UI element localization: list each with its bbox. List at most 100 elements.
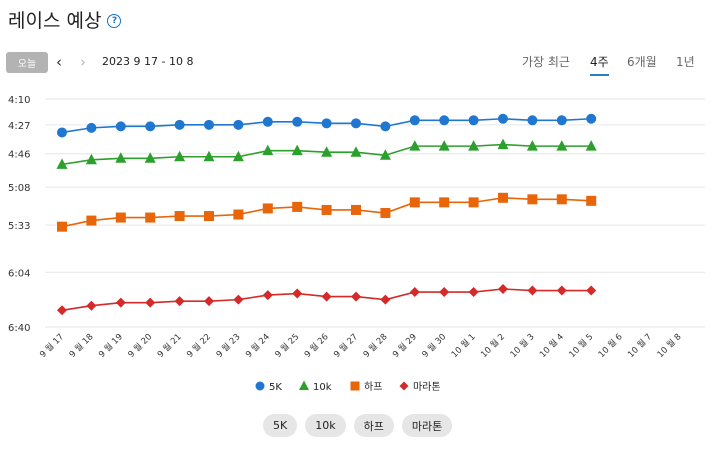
legend-marker-0	[255, 381, 265, 391]
question-circle-icon[interactable]: ?	[107, 14, 122, 28]
y-tick-label: 6:04	[8, 268, 30, 279]
data-point-0-14	[468, 115, 479, 126]
data-point-2-8	[292, 201, 303, 212]
data-point-3-4	[174, 296, 185, 307]
data-point-0-13	[439, 115, 450, 126]
data-point-0-9	[321, 118, 332, 129]
chevron-left-icon[interactable]: ‹	[56, 53, 62, 71]
x-tick-label: 10 월 5	[567, 331, 596, 360]
tab-4-weeks[interactable]: 4주	[590, 53, 609, 76]
legend-marker-2	[350, 381, 360, 391]
legend-label: 하프	[364, 380, 382, 393]
data-point-1-6	[232, 150, 244, 162]
x-tick-label: 9 월 23	[214, 331, 243, 360]
y-tick-label: 5:33	[8, 221, 30, 232]
data-point-2-9	[321, 204, 332, 215]
data-point-0-16	[527, 115, 538, 126]
y-tick-label: 6:40	[8, 323, 30, 334]
data-point-3-8	[292, 288, 303, 299]
filter-pill-10k[interactable]: 10k	[305, 414, 346, 437]
data-point-0-15	[498, 113, 508, 124]
filter-pill-marathon[interactable]: 마라톤	[401, 414, 453, 437]
data-point-3-3	[145, 297, 156, 308]
data-point-2-6	[233, 209, 244, 220]
y-tick-label: 4:10	[8, 95, 30, 106]
today-button[interactable]: 오늘	[6, 52, 48, 73]
data-point-3-0	[57, 305, 67, 316]
data-point-0-4	[174, 119, 185, 130]
data-point-3-5	[204, 296, 214, 307]
legend-marker-3	[399, 381, 409, 391]
data-point-3-15	[498, 284, 508, 294]
x-tick-label: 9 월 25	[273, 331, 302, 360]
data-point-2-4	[174, 211, 185, 222]
x-tick-label: 9 월 22	[185, 331, 214, 360]
data-point-1-14	[468, 140, 480, 151]
data-point-0-11	[380, 121, 391, 132]
data-point-1-5	[203, 150, 215, 162]
data-point-1-3	[144, 152, 156, 163]
data-point-3-11	[380, 294, 391, 305]
data-point-3-9	[321, 291, 332, 302]
data-point-2-5	[204, 211, 214, 222]
data-point-1-9	[321, 146, 333, 157]
x-tick-label: 9 월 20	[126, 331, 155, 360]
x-tick-label: 10 월 1	[449, 331, 478, 360]
toolbar: 오늘 ‹ › 2023 9 17 - 10 8 가장 최근 4주 6개월 1년	[6, 52, 706, 76]
data-point-0-10	[351, 118, 361, 129]
data-point-2-13	[439, 197, 450, 208]
data-point-2-10	[351, 204, 361, 215]
data-point-3-16	[527, 285, 538, 296]
data-point-0-8	[292, 116, 303, 127]
x-tick-label: 10 월 3	[508, 331, 537, 360]
tab-6-months[interactable]: 6개월	[627, 55, 657, 69]
data-point-2-1	[86, 215, 97, 226]
data-point-2-0	[57, 221, 67, 232]
data-point-2-15	[498, 192, 508, 203]
title-row: 레이스 예상 ?	[8, 6, 122, 33]
data-point-3-2	[115, 297, 126, 308]
data-point-1-17	[556, 140, 568, 151]
data-point-2-12	[409, 197, 420, 208]
tab-most-recent[interactable]: 가장 최근	[522, 55, 570, 69]
x-tick-label: 10 월 7	[626, 331, 655, 360]
data-point-1-0	[56, 158, 68, 169]
filter-pills: 5K 10k 하프 마라톤	[263, 414, 453, 437]
filter-pill-5k[interactable]: 5K	[263, 414, 298, 437]
legend-marker-1	[299, 380, 309, 390]
x-tick-label: 9 월 19	[96, 331, 125, 360]
y-tick-label: 5:08	[8, 183, 30, 194]
data-point-0-18	[586, 113, 597, 124]
data-point-2-11	[380, 208, 391, 218]
data-point-1-1	[85, 153, 97, 165]
x-tick-label: 9 월 30	[420, 331, 449, 360]
chevron-right-icon[interactable]: ›	[80, 53, 86, 71]
legend-label: 10k	[313, 382, 332, 393]
data-point-2-18	[586, 195, 597, 206]
data-point-0-5	[204, 119, 214, 130]
data-point-1-12	[409, 140, 421, 151]
x-tick-label: 9 월 26	[302, 331, 331, 360]
x-tick-label: 9 월 17	[38, 331, 67, 360]
data-point-2-7	[262, 203, 273, 214]
y-tick-label: 4:27	[8, 121, 30, 132]
tab-1-year[interactable]: 1년	[676, 55, 695, 69]
x-tick-label: 9 월 24	[243, 331, 272, 360]
x-tick-label: 9 월 27	[332, 331, 361, 360]
data-point-3-10	[351, 291, 361, 302]
filter-pill-half[interactable]: 하프	[353, 414, 394, 437]
x-tick-label: 9 월 28	[361, 331, 390, 360]
data-point-1-13	[438, 140, 450, 151]
data-point-3-12	[409, 287, 420, 298]
x-tick-label: 9 월 29	[390, 331, 419, 360]
data-point-1-11	[379, 149, 391, 160]
data-point-0-2	[115, 121, 126, 132]
data-point-1-2	[115, 152, 127, 163]
data-point-3-6	[233, 294, 244, 305]
x-tick-label: 10 월 4	[537, 331, 566, 360]
race-prediction-chart: 4:10 4:27 4:46 5:08 5:33 6:04 6:40 9 월 17 9 월 18…	[8, 95, 705, 393]
data-point-1-15	[497, 138, 509, 150]
x-tick-label: 10 월 2	[479, 331, 508, 360]
data-point-2-16	[527, 194, 538, 205]
date-range: 2023 9 17 - 10 8	[102, 55, 194, 68]
